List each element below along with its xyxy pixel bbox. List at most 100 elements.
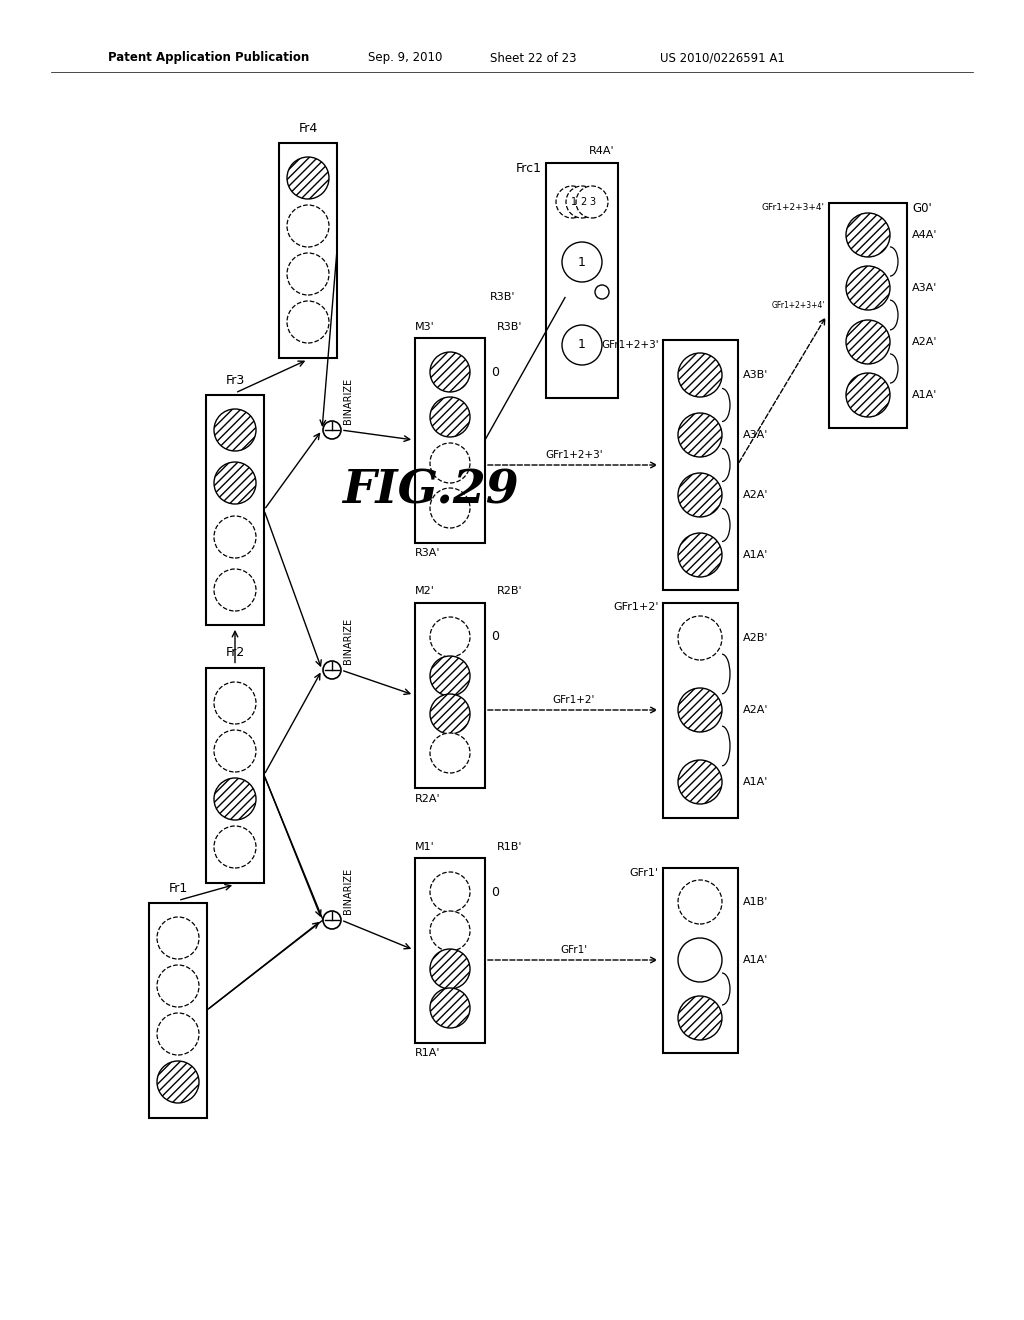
Circle shape — [678, 880, 722, 924]
Text: FIG.29: FIG.29 — [342, 467, 518, 513]
Text: BINARIZE: BINARIZE — [343, 618, 353, 664]
Circle shape — [430, 397, 470, 437]
Bar — [546, 162, 618, 397]
Circle shape — [214, 826, 256, 869]
Text: R1B': R1B' — [498, 842, 522, 851]
Circle shape — [430, 733, 470, 774]
Circle shape — [287, 253, 329, 294]
Circle shape — [556, 186, 588, 218]
Circle shape — [430, 694, 470, 734]
Text: BINARIZE: BINARIZE — [343, 867, 353, 913]
Circle shape — [562, 325, 602, 366]
Text: US 2010/0226591 A1: US 2010/0226591 A1 — [660, 51, 784, 65]
Circle shape — [214, 777, 256, 820]
Circle shape — [678, 352, 722, 397]
Bar — [415, 338, 485, 543]
Circle shape — [157, 1012, 199, 1055]
Circle shape — [323, 421, 341, 440]
Bar — [206, 395, 264, 624]
Text: A1A': A1A' — [912, 389, 937, 400]
Circle shape — [678, 473, 722, 517]
Text: R1A': R1A' — [415, 1048, 440, 1059]
Circle shape — [430, 949, 470, 989]
Circle shape — [214, 682, 256, 723]
Text: GFr1+2+3': GFr1+2+3' — [601, 341, 658, 350]
Bar — [279, 143, 337, 358]
Circle shape — [323, 911, 341, 929]
Circle shape — [430, 873, 470, 912]
Text: Sep. 9, 2010: Sep. 9, 2010 — [368, 51, 442, 65]
Text: GFr1+2+3': GFr1+2+3' — [545, 450, 602, 459]
Circle shape — [214, 730, 256, 772]
Text: A1A': A1A' — [742, 777, 768, 787]
Bar — [206, 668, 264, 883]
Text: 0: 0 — [490, 631, 499, 644]
Bar — [663, 602, 737, 817]
Circle shape — [430, 444, 470, 483]
Text: 1: 1 — [571, 197, 578, 207]
Circle shape — [678, 533, 722, 577]
Circle shape — [562, 242, 602, 282]
Text: M3': M3' — [415, 322, 435, 331]
Bar — [829, 202, 907, 428]
Circle shape — [214, 516, 256, 558]
Text: 0: 0 — [490, 366, 499, 379]
Text: R3B': R3B' — [498, 322, 522, 331]
Text: Sheet 22 of 23: Sheet 22 of 23 — [490, 51, 577, 65]
Text: Fr3: Fr3 — [225, 374, 245, 387]
Circle shape — [430, 488, 470, 528]
Circle shape — [678, 616, 722, 660]
Text: GFr1+2+3+4': GFr1+2+3+4' — [762, 202, 825, 211]
Text: A3A': A3A' — [742, 430, 768, 440]
Text: GFr1': GFr1' — [560, 945, 588, 954]
Text: 2: 2 — [580, 197, 586, 207]
Circle shape — [430, 352, 470, 392]
Text: Fr1: Fr1 — [168, 882, 187, 895]
Circle shape — [595, 285, 609, 300]
Circle shape — [287, 157, 329, 199]
Circle shape — [287, 301, 329, 343]
Circle shape — [430, 911, 470, 950]
Text: GFr1+2': GFr1+2' — [613, 602, 658, 612]
Text: GFr1+2': GFr1+2' — [553, 696, 595, 705]
Circle shape — [157, 965, 199, 1007]
Bar — [415, 602, 485, 788]
Text: R3B': R3B' — [490, 293, 515, 302]
Circle shape — [157, 917, 199, 960]
Circle shape — [575, 186, 608, 218]
Circle shape — [678, 688, 722, 733]
Text: G0': G0' — [912, 202, 932, 215]
Text: A2A': A2A' — [742, 490, 768, 500]
Text: 1: 1 — [579, 256, 586, 268]
Text: R2A': R2A' — [415, 793, 440, 804]
Text: Patent Application Publication: Patent Application Publication — [108, 51, 309, 65]
Circle shape — [214, 569, 256, 611]
Text: M2': M2' — [415, 586, 435, 597]
Text: R4A': R4A' — [589, 147, 614, 157]
Text: A1A': A1A' — [742, 954, 768, 965]
Text: A3B': A3B' — [742, 370, 768, 380]
Bar — [663, 341, 737, 590]
Circle shape — [846, 267, 890, 310]
Text: GFr1': GFr1' — [630, 867, 658, 878]
Circle shape — [214, 462, 256, 504]
Circle shape — [678, 939, 722, 982]
Text: A1B': A1B' — [742, 898, 768, 907]
Text: M1': M1' — [415, 842, 435, 851]
Circle shape — [430, 656, 470, 696]
Text: Fr4: Fr4 — [298, 121, 317, 135]
Text: Fr2: Fr2 — [225, 647, 245, 660]
Circle shape — [157, 1061, 199, 1104]
Circle shape — [678, 997, 722, 1040]
Text: GFr1+2+3+4': GFr1+2+3+4' — [771, 301, 825, 309]
Text: R2B': R2B' — [498, 586, 523, 597]
Circle shape — [846, 213, 890, 257]
Circle shape — [846, 374, 890, 417]
Text: A1A': A1A' — [742, 550, 768, 560]
Circle shape — [214, 409, 256, 451]
Circle shape — [678, 760, 722, 804]
Bar — [663, 867, 737, 1052]
Text: 3: 3 — [589, 197, 595, 207]
Text: R3A': R3A' — [415, 549, 440, 558]
Text: A3A': A3A' — [912, 282, 937, 293]
